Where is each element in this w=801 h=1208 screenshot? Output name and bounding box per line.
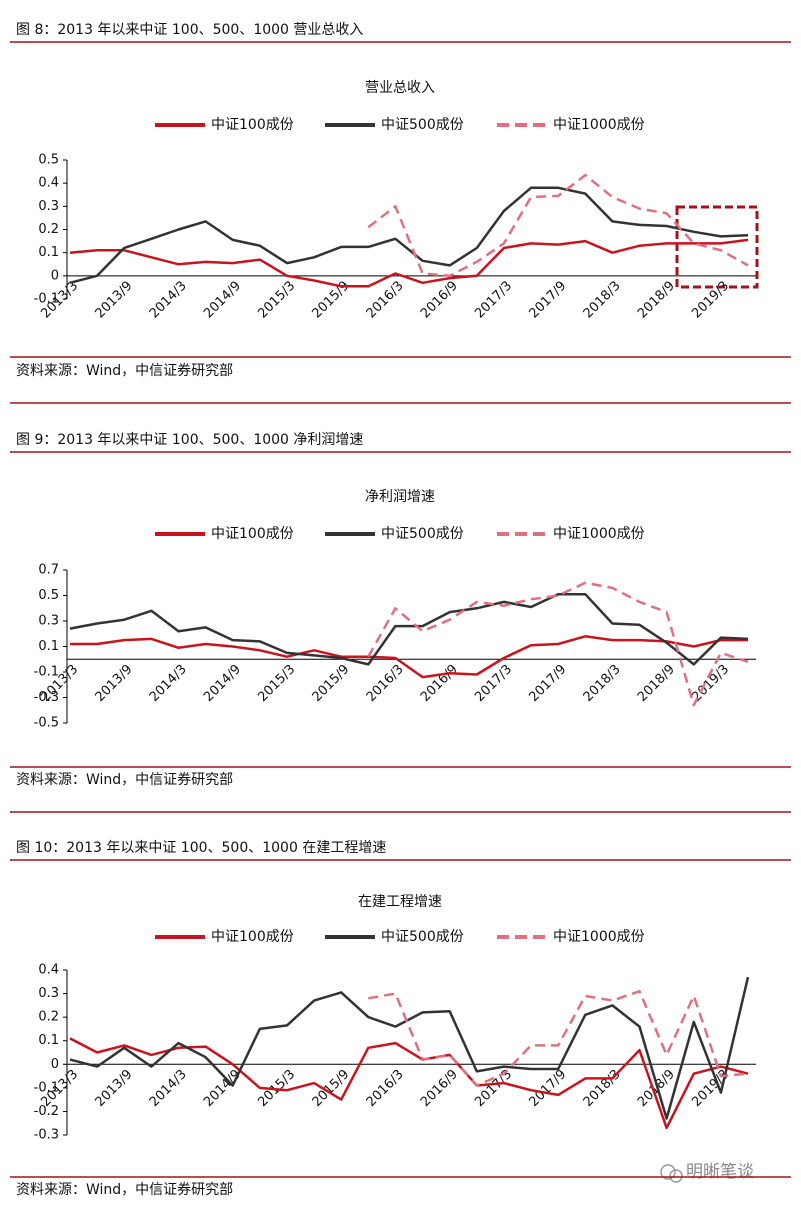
x-tick-label: 2014/9 bbox=[201, 662, 244, 705]
x-tick-label: 2019/3 bbox=[689, 662, 732, 705]
x-tick-label: 2017/9 bbox=[527, 279, 570, 322]
source-note: 资料来源：Wind，中信证券研究部 bbox=[16, 363, 233, 379]
series-line bbox=[70, 635, 748, 679]
x-tick-label: 2013/9 bbox=[93, 662, 136, 705]
y-tick-label: 0.5 bbox=[38, 588, 59, 603]
x-tick-label: 2017/3 bbox=[472, 662, 515, 705]
chart-title: 净利润增速 bbox=[365, 489, 435, 505]
legend-label: 中证500成份 bbox=[381, 929, 464, 945]
watermark: 明晰笔谈 bbox=[686, 1162, 754, 1182]
y-tick-label: 0.3 bbox=[38, 614, 59, 629]
series-line bbox=[69, 1037, 749, 1130]
y-tick-label: 0.1 bbox=[38, 1033, 59, 1048]
x-tick-label: 2017/3 bbox=[472, 279, 515, 322]
legend-label: 中证1000成份 bbox=[553, 526, 645, 542]
legend-label: 中证1000成份 bbox=[553, 929, 645, 945]
x-tick-label: 2018/9 bbox=[635, 662, 678, 705]
y-tick-label: 0.7 bbox=[38, 563, 59, 578]
figure-caption: 图 9：2013 年以来中证 100、500、1000 净利润增速 bbox=[16, 432, 363, 448]
x-tick-label: 2017/9 bbox=[527, 1067, 570, 1110]
legend-label: 中证1000成份 bbox=[553, 117, 645, 133]
x-tick-label: 2014/3 bbox=[147, 279, 190, 322]
watermark-icon bbox=[660, 1164, 676, 1180]
y-tick-label: 0 bbox=[51, 268, 59, 283]
x-tick-label: 2016/3 bbox=[364, 662, 407, 705]
series-line bbox=[367, 581, 749, 707]
y-tick-label: 0.1 bbox=[38, 639, 59, 654]
x-tick-label: 2013/9 bbox=[93, 1067, 136, 1110]
legend-label: 中证100成份 bbox=[211, 117, 294, 133]
highlight-box bbox=[675, 205, 759, 289]
y-tick-label: 0.4 bbox=[38, 963, 59, 978]
y-tick-label: 0.3 bbox=[38, 986, 59, 1001]
y-tick-label: -0.2 bbox=[34, 1104, 59, 1119]
x-tick-label: 2016/3 bbox=[364, 1067, 407, 1110]
legend-label: 中证100成份 bbox=[211, 526, 294, 542]
legend-label: 中证500成份 bbox=[381, 117, 464, 133]
x-tick-label: 2015/3 bbox=[255, 279, 298, 322]
x-tick-label: 2018/9 bbox=[635, 279, 678, 322]
x-tick-label: 2019/3 bbox=[689, 279, 732, 322]
x-tick-label: 2016/9 bbox=[418, 1067, 461, 1110]
series-line bbox=[367, 173, 749, 278]
y-tick-label: 0.4 bbox=[38, 176, 59, 191]
watermark-icon bbox=[669, 1169, 683, 1183]
y-tick-label: -0.1 bbox=[34, 292, 59, 307]
x-tick-label: 2014/9 bbox=[201, 279, 244, 322]
x-tick-label: 2018/3 bbox=[581, 662, 624, 705]
x-tick-label: 2013/9 bbox=[93, 279, 136, 322]
source-note: 资料来源：Wind，中信证券研究部 bbox=[16, 772, 233, 788]
x-tick-label: 2014/3 bbox=[147, 1067, 190, 1110]
series-line bbox=[368, 989, 749, 1087]
legend-label: 中证100成份 bbox=[211, 929, 294, 945]
chart-title: 在建工程增速 bbox=[358, 894, 442, 910]
y-tick-label: -0.1 bbox=[34, 1080, 59, 1095]
x-tick-label: 2015/3 bbox=[255, 662, 298, 705]
series-line bbox=[69, 186, 749, 285]
y-tick-label: 0.5 bbox=[38, 153, 59, 168]
x-tick-label: 2014/3 bbox=[147, 662, 190, 705]
series-line bbox=[69, 238, 749, 288]
y-tick-label: -0.1 bbox=[34, 665, 59, 680]
y-tick-label: -0.3 bbox=[34, 1128, 59, 1143]
y-tick-label: 0.2 bbox=[38, 222, 59, 237]
y-tick-label: 0.3 bbox=[38, 199, 59, 214]
y-tick-label: 0 bbox=[51, 1057, 59, 1072]
series-line bbox=[69, 592, 749, 666]
y-tick-label: 0.2 bbox=[38, 1010, 59, 1025]
x-tick-label: 2015/9 bbox=[310, 662, 353, 705]
chart-title: 营业总收入 bbox=[365, 80, 435, 96]
x-tick-label: 2017/9 bbox=[527, 662, 570, 705]
x-tick-label: 2017/3 bbox=[472, 1067, 515, 1110]
series-line bbox=[69, 976, 750, 1120]
x-tick-label: 2016/9 bbox=[418, 662, 461, 705]
x-tick-label: 2016/9 bbox=[418, 279, 461, 322]
figure-caption: 图 8：2013 年以来中证 100、500、1000 营业总收入 bbox=[16, 22, 363, 38]
x-tick-label: 2018/3 bbox=[581, 279, 624, 322]
y-tick-label: 0.1 bbox=[38, 245, 59, 260]
y-tick-label: -0.5 bbox=[34, 716, 59, 731]
legend-label: 中证500成份 bbox=[381, 526, 464, 542]
figure-caption: 图 10：2013 年以来中证 100、500、1000 在建工程增速 bbox=[16, 840, 386, 856]
source-note: 资料来源：Wind，中信证券研究部 bbox=[16, 1182, 233, 1198]
y-tick-label: -0.3 bbox=[34, 690, 59, 705]
